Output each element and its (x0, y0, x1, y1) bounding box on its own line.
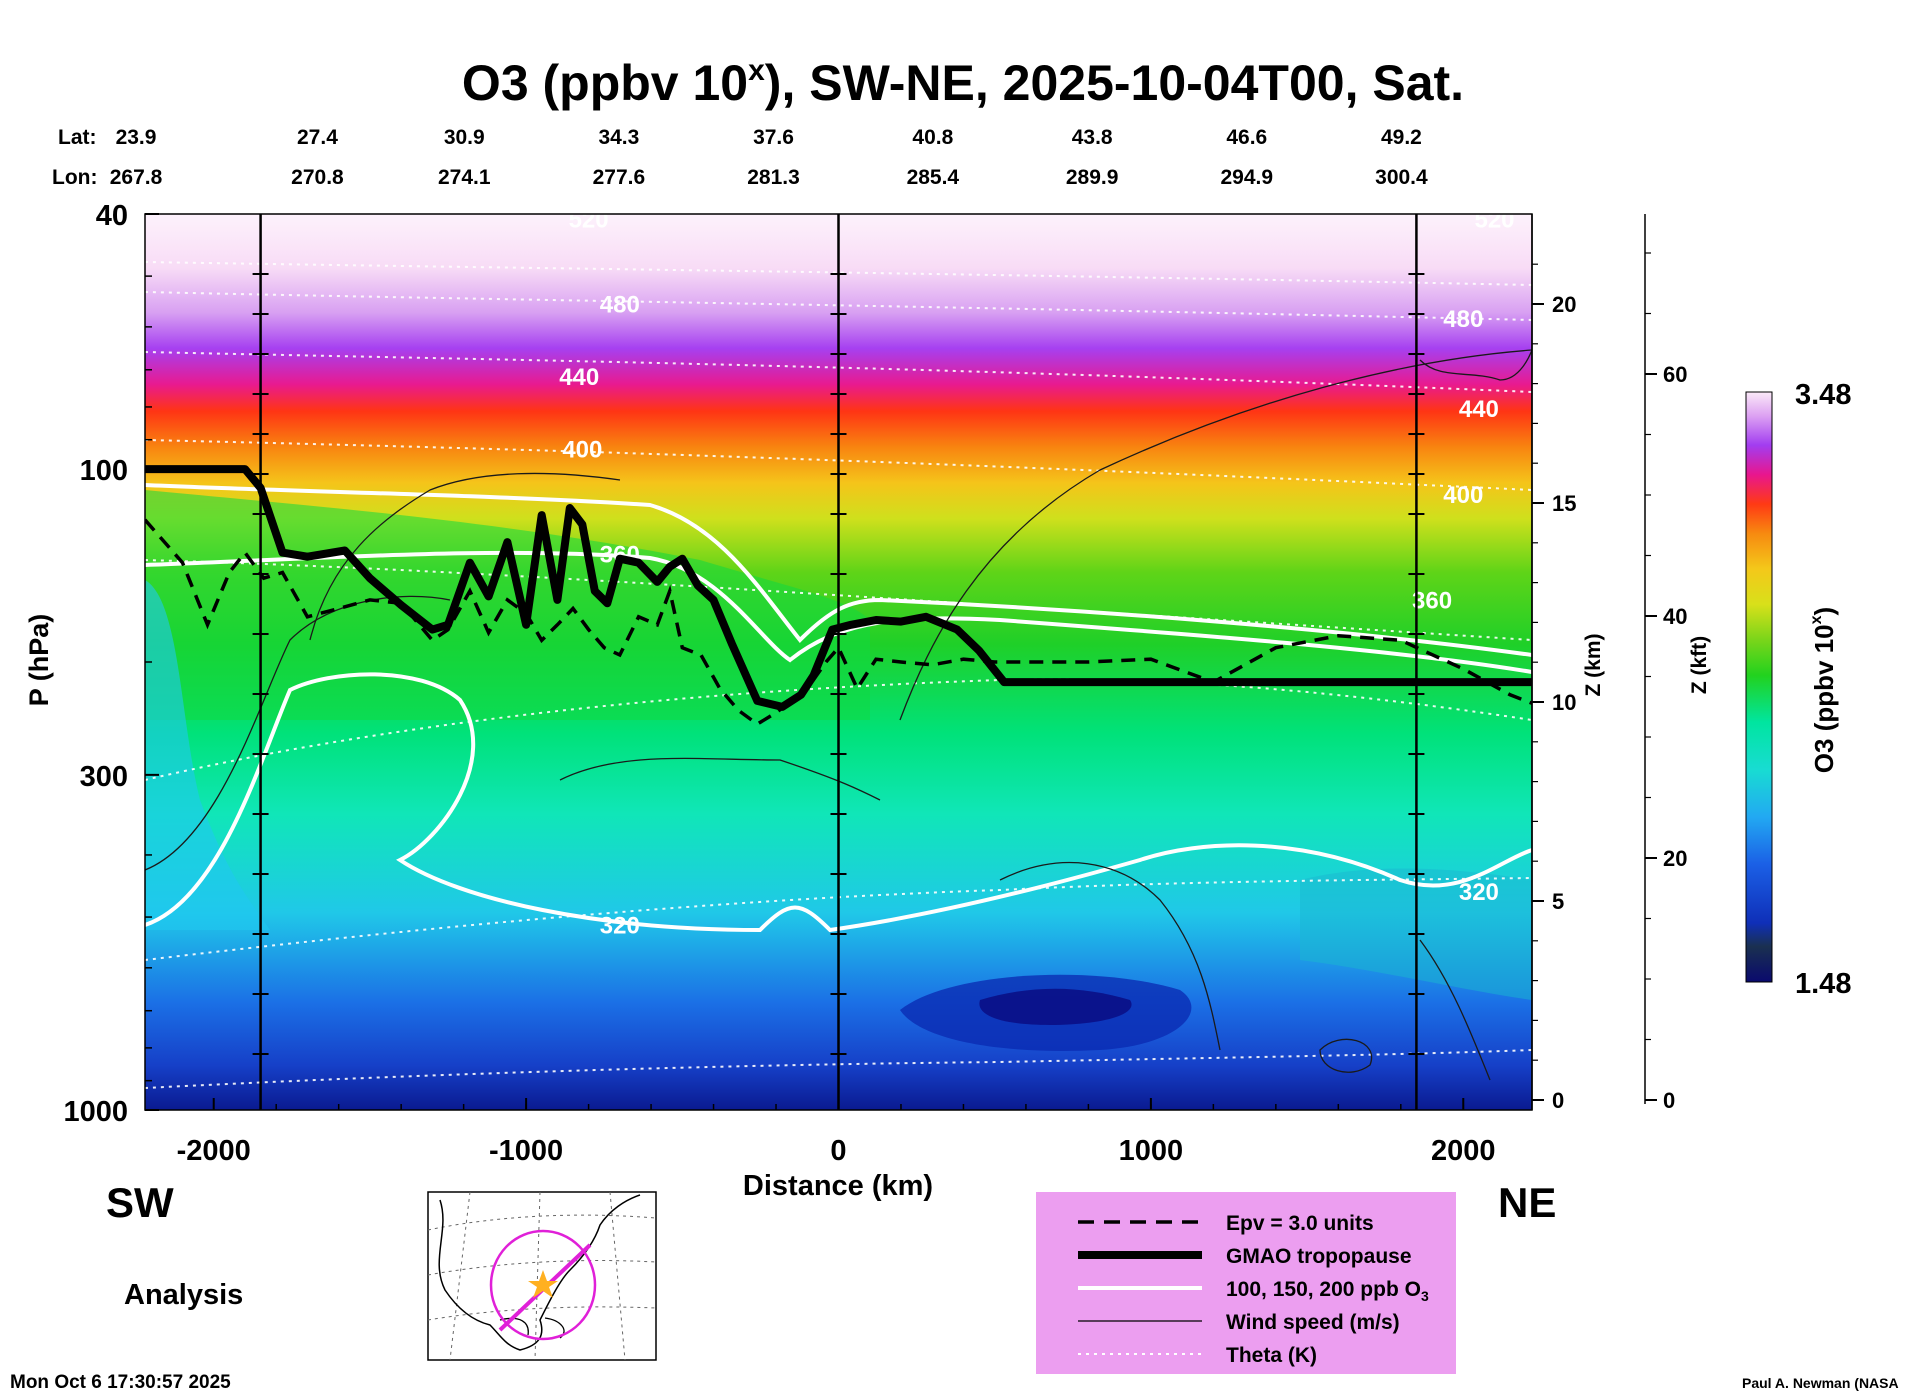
altitude-kft-axis: 0 20 40 60 (1644, 214, 1687, 1113)
km-tick-label: 5 (1552, 889, 1564, 914)
station-lon-label: 274.1 (438, 166, 491, 189)
theta-label: 440 (559, 364, 599, 391)
colorbar-max-label: 3.48 (1795, 379, 1851, 411)
center-star-icon (528, 1270, 558, 1298)
station-lon-label: 300.4 (1375, 166, 1428, 189)
x-axis: -2000 -1000 0 1000 2000 (177, 1098, 1496, 1167)
theta-label: 320 (600, 912, 640, 939)
kft-tick-label: 0 (1663, 1088, 1675, 1113)
station-lat-label: 23.9 (116, 126, 157, 149)
legend-label: Wind speed (m/s) (1226, 1311, 1400, 1334)
x-tick-label: -2000 (177, 1135, 251, 1167)
upper-green-bulge (145, 490, 870, 720)
legend-label: Theta (K) (1226, 1344, 1317, 1367)
theta-contours (145, 261, 1532, 1089)
colorbar-title: O3 (ppbv 10x) (1808, 607, 1839, 773)
ne-label: NE (1498, 1179, 1556, 1226)
kft-axis-label: Z (kft) (1688, 636, 1711, 694)
station-lon-label: 285.4 (907, 166, 960, 189)
station-lat-label: 30.9 (444, 126, 485, 149)
station-lon-label: 281.3 (747, 166, 800, 189)
pressure-tick-label: 40 (96, 200, 128, 232)
gmao-tropopause-line (145, 465, 1532, 711)
pressure-tick-label: 300 (80, 761, 128, 793)
station-lon-label: 289.9 (1066, 166, 1119, 189)
pressure-axis-label: P (hPa) (24, 614, 54, 707)
km-tick-label: 20 (1552, 292, 1576, 317)
station-lat-label: 27.4 (297, 126, 338, 149)
km-tick-label: 10 (1552, 690, 1576, 715)
legend-label: GMAO tropopause (1226, 1245, 1412, 1268)
colorbar-min-label: 1.48 (1795, 968, 1851, 1000)
pressure-axis: 40 100 300 1000 (63, 200, 159, 1128)
legend: Epv = 3.0 units GMAO tropopause 100, 150, … (1036, 1192, 1456, 1374)
theta-label: 480 (1443, 306, 1483, 333)
theta-label: 400 (1443, 482, 1483, 509)
station-lon-label: 270.8 (291, 166, 344, 189)
lat-row-label: Lat: (58, 126, 97, 149)
station-lat-label: 43.8 (1072, 126, 1113, 149)
station-lon-label: 294.9 (1221, 166, 1274, 189)
pressure-tick-label: 100 (80, 455, 128, 487)
x-tick-label: 0 (830, 1135, 846, 1167)
theta-label: 320 (1459, 879, 1499, 906)
chart-title: O3 (ppbv 10x), SW-NE, 2025-10-04T00, Sat… (462, 54, 1464, 111)
analysis-label: Analysis (124, 1279, 243, 1311)
legend-label: 100, 150, 200 ppb O3 (1226, 1278, 1429, 1304)
station-lat-label: 37.6 (753, 126, 794, 149)
station-lon-label: 267.8 (110, 166, 163, 189)
station-lat-label: 34.3 (598, 126, 639, 149)
timestamp: Mon Oct 6 17:30:57 2025 (10, 1372, 231, 1393)
legend-label: Epv = 3.0 units (1226, 1212, 1374, 1235)
theta-label: 520 (1474, 207, 1514, 234)
theta-label: 360 (1412, 587, 1452, 614)
station-lat-label: 49.2 (1381, 126, 1422, 149)
region-circle (489, 1229, 597, 1341)
x-axis-label: Distance (km) (743, 1170, 933, 1202)
station-lat-label: 40.8 (912, 126, 953, 149)
station-lat-label: 46.6 (1226, 126, 1267, 149)
theta-label: 480 (600, 292, 640, 319)
epv-3-units-line (145, 518, 1532, 727)
km-tick-label: 0 (1552, 1088, 1564, 1113)
km-tick-label: 15 (1552, 491, 1576, 516)
kft-tick-label: 20 (1663, 846, 1687, 871)
theta-label: 440 (1459, 396, 1499, 423)
locator-map (427, 1191, 657, 1361)
credit: Paul A. Newman (NASA (1742, 1375, 1899, 1391)
station-labels: 23.9 267.8 27.4 270.8 30.9 274.1 34.3 277.6 37.6… (110, 126, 1428, 189)
colorbar (1745, 391, 1773, 983)
theta-label: 520 (569, 207, 609, 234)
x-tick-label: 1000 (1119, 1135, 1184, 1167)
dark-blue-core (979, 988, 1132, 1025)
station-vertical-lines (252, 214, 1425, 1110)
ozone-ppb-contours (145, 483, 1532, 933)
lon-row-label: Lon: (52, 166, 97, 189)
x-tick-label: -1000 (489, 1135, 563, 1167)
km-axis-label: Z (km) (1582, 634, 1605, 697)
altitude-km-axis: 0 5 10 15 20 (1531, 214, 1576, 1113)
kft-tick-label: 40 (1663, 604, 1687, 629)
station-lon-label: 277.6 (593, 166, 646, 189)
x-tick-label: 2000 (1431, 1135, 1496, 1167)
pressure-tick-label: 1000 (63, 1096, 128, 1128)
cyan-intrusion (145, 580, 270, 930)
kft-tick-label: 60 (1663, 362, 1687, 387)
theta-label: 400 (562, 437, 602, 464)
coastline (438, 1194, 641, 1351)
sw-label: SW (106, 1179, 174, 1226)
